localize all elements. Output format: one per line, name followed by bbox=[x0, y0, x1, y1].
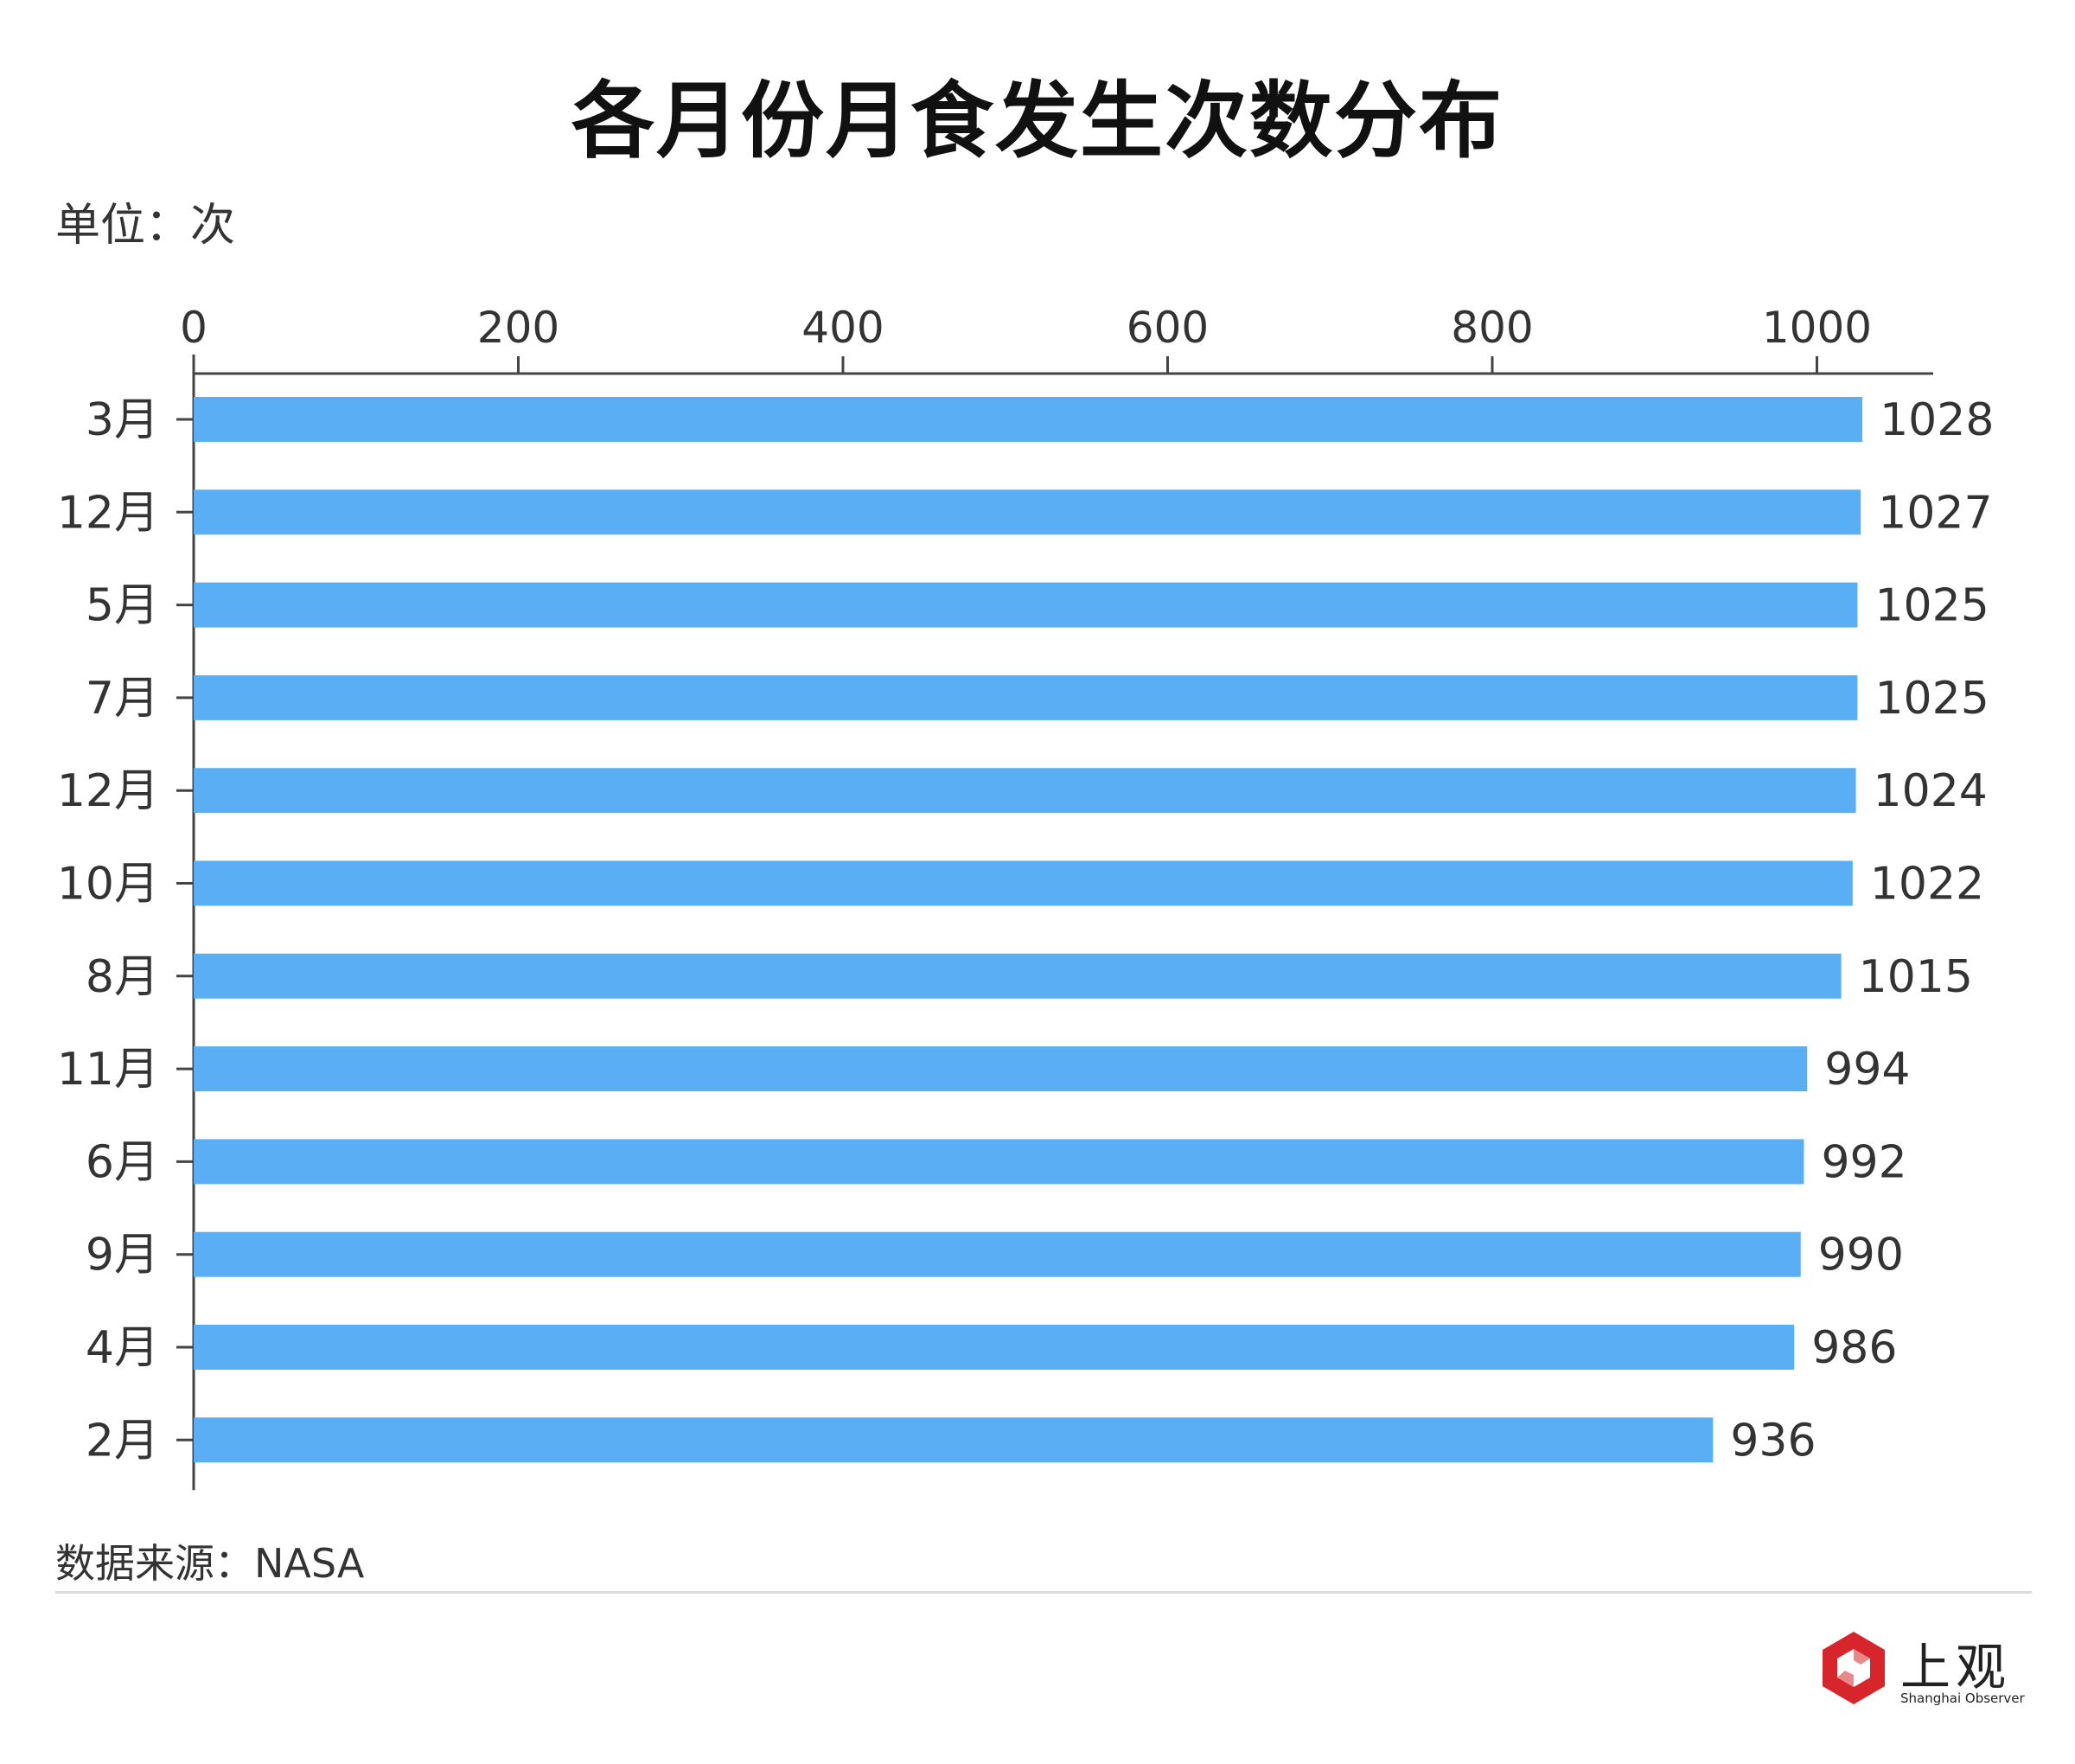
x-tick-label: 400 bbox=[801, 303, 884, 353]
shanghai-observer-logo-icon bbox=[1823, 1632, 1885, 1704]
source-label: 数据来源：NASA bbox=[55, 1540, 365, 1587]
value-label: 1015 bbox=[1859, 951, 1973, 1003]
category-label: 3月 bbox=[86, 394, 159, 446]
x-tick-label: 600 bbox=[1127, 303, 1209, 353]
bar bbox=[194, 489, 1861, 535]
value-label: 1022 bbox=[1870, 859, 1984, 911]
value-label: 936 bbox=[1730, 1415, 1816, 1467]
category-label: 7月 bbox=[86, 673, 159, 725]
bar bbox=[194, 1231, 1801, 1277]
value-label: 1025 bbox=[1874, 580, 1989, 632]
chart-title: 各月份月食发生次数分布 bbox=[571, 73, 1504, 169]
bar bbox=[194, 397, 1863, 442]
bar-chart: 0 200 400 600 800 1000 3月 1028 12月 1027 5月 1025 7月 10… bbox=[57, 303, 1994, 1491]
value-label: 1027 bbox=[1878, 487, 1992, 539]
bar bbox=[194, 582, 1858, 628]
value-label: 1024 bbox=[1874, 765, 1988, 817]
bar bbox=[194, 1417, 1714, 1463]
value-label: 990 bbox=[1818, 1230, 1904, 1281]
bar bbox=[194, 768, 1856, 814]
category-label: 9月 bbox=[86, 1230, 159, 1281]
shanghai-observer-logo: 上观 Shanghai Observer bbox=[1816, 1630, 2040, 1716]
logo-name-cn: 上观 bbox=[1900, 1638, 2012, 1697]
category-label: 12月 bbox=[57, 487, 159, 539]
value-label: 994 bbox=[1824, 1044, 1910, 1096]
value-label: 1025 bbox=[1874, 673, 1989, 725]
category-label: 4月 bbox=[86, 1322, 159, 1374]
footer-divider bbox=[55, 1591, 2032, 1594]
logo-name-en: Shanghai Observer bbox=[1900, 1690, 2025, 1706]
unit-label: 单位：次 bbox=[55, 200, 236, 252]
bar bbox=[194, 953, 1842, 999]
bar bbox=[194, 1139, 1804, 1185]
bar bbox=[194, 674, 1858, 720]
x-tick-label: 1000 bbox=[1762, 303, 1872, 353]
category-label: 11月 bbox=[57, 1044, 159, 1096]
category-label: 6月 bbox=[86, 1136, 159, 1188]
value-label: 1028 bbox=[1880, 394, 1994, 446]
bar bbox=[194, 1046, 1808, 1092]
category-label: 2月 bbox=[86, 1415, 159, 1467]
x-tick-label: 0 bbox=[180, 303, 208, 353]
value-label: 992 bbox=[1821, 1136, 1906, 1188]
value-label: 986 bbox=[1811, 1322, 1897, 1374]
x-tick-label: 200 bbox=[477, 303, 559, 353]
category-label: 8月 bbox=[86, 951, 159, 1003]
category-label: 5月 bbox=[86, 580, 159, 632]
category-label: 12月 bbox=[57, 765, 159, 817]
x-tick-label: 800 bbox=[1451, 303, 1533, 353]
bar bbox=[194, 1325, 1795, 1370]
bar bbox=[194, 860, 1853, 906]
category-label: 10月 bbox=[57, 859, 159, 911]
